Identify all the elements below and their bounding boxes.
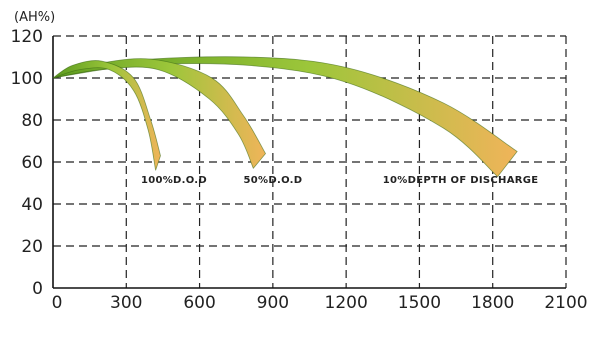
x-tick-label: 900 bbox=[257, 293, 289, 313]
y-tick-label: 20 bbox=[21, 237, 43, 257]
series-label-1: 100%D.O.D bbox=[141, 175, 207, 186]
y-tick-label: 100 bbox=[11, 69, 43, 89]
y-tick-label: 0 bbox=[32, 279, 43, 299]
x-tick-label: 600 bbox=[183, 293, 215, 313]
x-tick-label: 0 bbox=[52, 293, 63, 313]
series-ribbon-3 bbox=[52, 56, 518, 178]
series-label-3: 10%DEPTH OF DISCHARGE bbox=[383, 175, 539, 186]
y-tick-label: 120 bbox=[11, 27, 43, 47]
series-ribbon-2 bbox=[52, 58, 267, 170]
x-tick-label: 300 bbox=[110, 293, 142, 313]
series-group bbox=[52, 56, 518, 178]
series-ribbon-1 bbox=[52, 60, 161, 171]
y-tick-label: 80 bbox=[21, 111, 43, 131]
labels: 100%D.O.D 50%D.O.D 10%DEPTH OF DISCHARGE bbox=[141, 175, 538, 186]
y-tick-label: 60 bbox=[21, 153, 43, 173]
y-axis-unit-label: (AH%) bbox=[14, 10, 55, 25]
x-tick-label: 1200 bbox=[325, 293, 368, 313]
x-tick-label: 1500 bbox=[398, 293, 441, 313]
x-tick-label: 1800 bbox=[471, 293, 514, 313]
y-tick-label: 40 bbox=[21, 195, 43, 215]
x-tick-label: 2100 bbox=[544, 293, 587, 313]
series-label-2: 50%D.O.D bbox=[244, 175, 303, 186]
